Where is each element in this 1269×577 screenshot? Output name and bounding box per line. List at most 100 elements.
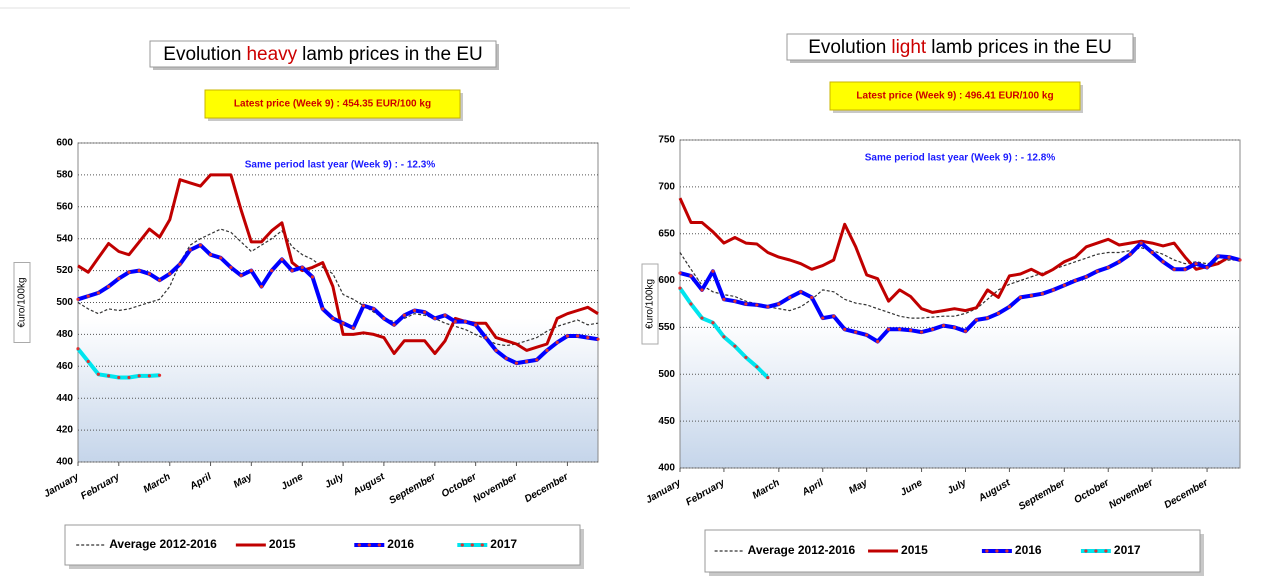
legend-dot: [367, 543, 371, 547]
title-box: [149, 40, 497, 68]
point: [722, 335, 726, 339]
point: [689, 302, 693, 306]
title-part: lamb prices in the EU: [931, 37, 1112, 58]
point: [453, 320, 457, 324]
point: [821, 316, 825, 320]
series-line: [77, 228, 599, 347]
point: [996, 311, 1001, 315]
y-tick-label: 500: [658, 369, 675, 380]
x-tick-label: November: [1107, 477, 1156, 512]
point: [678, 286, 682, 290]
point: [86, 294, 90, 298]
y-tick-label: 500: [56, 297, 73, 308]
point: [545, 348, 549, 352]
point: [382, 316, 386, 321]
point: [930, 327, 935, 331]
point: [76, 347, 80, 351]
point: [280, 257, 284, 262]
y-tick-label: 400: [658, 463, 675, 474]
point: [1216, 254, 1220, 258]
last-year-change: Same period last year (Week 9) : - 12.8%: [865, 153, 1056, 164]
series-line: [77, 173, 599, 355]
point: [341, 321, 345, 325]
legend-dot: [377, 543, 381, 547]
point: [876, 339, 880, 344]
point: [1139, 241, 1143, 245]
legend-box: [704, 529, 1201, 573]
point: [1183, 267, 1187, 271]
y-tick-label: 420: [56, 425, 73, 436]
x-tick-label: August: [350, 471, 387, 499]
point: [700, 288, 704, 292]
point: [1062, 283, 1066, 287]
point: [1018, 295, 1022, 300]
point: [733, 299, 737, 303]
legend-dot: [995, 549, 999, 553]
point: [887, 327, 891, 331]
point: [733, 344, 737, 348]
legend-label: 2015: [901, 543, 928, 557]
point: [157, 373, 162, 377]
x-tick-label: January: [644, 477, 683, 506]
x-tick-label: March: [142, 471, 173, 495]
y-tick-label: 450: [658, 416, 675, 427]
point: [1029, 293, 1033, 298]
point: [832, 314, 836, 318]
point: [766, 305, 770, 309]
x-tick-label: December: [1162, 477, 1210, 511]
point: [392, 323, 396, 327]
point: [1073, 278, 1077, 283]
chart-title: Evolution light lamb prices in the EU: [808, 37, 1112, 58]
point: [443, 313, 447, 317]
title-part: lamb prices in the EU: [302, 44, 483, 65]
point: [331, 316, 335, 321]
y-label-box: [641, 263, 659, 345]
point: [76, 297, 80, 301]
point: [423, 310, 427, 314]
y-axis-label: €uro/100kg: [17, 277, 28, 327]
legend-dot: [1084, 549, 1088, 553]
point: [127, 375, 131, 380]
x-tick-label: July: [323, 471, 346, 491]
title-part: heavy: [246, 44, 297, 65]
point: [744, 355, 748, 360]
plot-area: [679, 139, 1241, 469]
legend-dot: [480, 543, 484, 547]
point: [106, 284, 111, 289]
point: [952, 325, 957, 330]
point: [127, 270, 131, 274]
legend-dot: [470, 543, 474, 547]
legend-label: 2017: [490, 537, 517, 551]
point: [474, 323, 478, 327]
point: [361, 304, 366, 308]
y-axis-label: €uro/100kg: [645, 279, 656, 329]
point: [259, 284, 264, 289]
x-tick-label: May: [847, 477, 870, 496]
x-tick-label: June: [899, 477, 925, 498]
point: [854, 330, 858, 334]
legend-dot: [1005, 549, 1009, 553]
point: [1128, 252, 1132, 256]
plot-area: [77, 142, 599, 463]
x-tick-label: February: [79, 471, 122, 502]
title-part: Evolution: [163, 44, 241, 65]
point: [700, 316, 704, 320]
x-tick-label: September: [387, 471, 438, 507]
point: [168, 272, 172, 276]
x-tick-label: January: [42, 471, 81, 500]
y-tick-label: 700: [658, 181, 675, 192]
point: [799, 290, 803, 294]
point: [596, 337, 600, 341]
y-tick-label: 460: [56, 361, 73, 372]
x-tick-label: March: [751, 477, 782, 501]
point: [351, 326, 355, 330]
point: [689, 274, 693, 278]
point: [941, 323, 946, 328]
point: [843, 327, 847, 331]
point: [96, 372, 100, 376]
title-part: light: [891, 37, 927, 58]
y-tick-label: 480: [56, 329, 73, 340]
y-label-box: [13, 262, 31, 343]
point: [865, 333, 869, 337]
y-tick-label: 750: [658, 135, 675, 146]
